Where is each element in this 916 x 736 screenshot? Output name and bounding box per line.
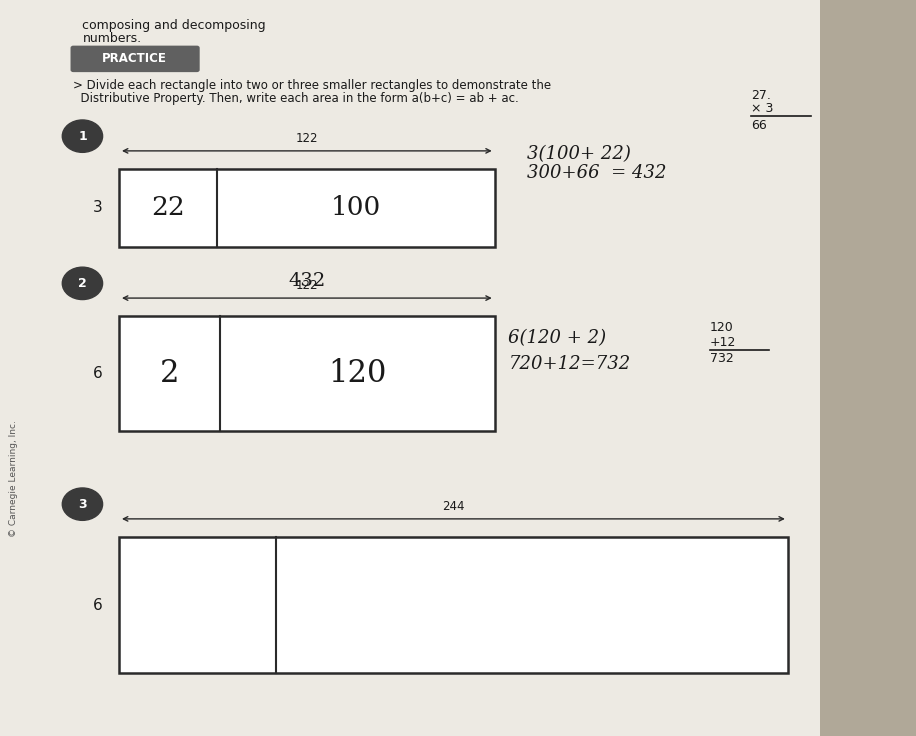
- Text: 720+12=732: 720+12=732: [508, 355, 630, 373]
- Text: 2: 2: [160, 358, 180, 389]
- Text: Distributive Property. Then, write each area in the form a(b+c) = ab + ac.: Distributive Property. Then, write each …: [73, 92, 519, 105]
- Text: composing and decomposing: composing and decomposing: [82, 19, 266, 32]
- FancyBboxPatch shape: [71, 46, 200, 72]
- Text: 66: 66: [751, 118, 767, 132]
- Text: 3: 3: [93, 200, 103, 216]
- Text: 3: 3: [78, 498, 87, 511]
- Bar: [0, 0, 820, 736]
- Bar: [119, 316, 495, 431]
- Circle shape: [62, 120, 103, 152]
- Text: 27.: 27.: [751, 89, 771, 102]
- Text: 122: 122: [296, 279, 318, 292]
- Text: 3(100+ 22): 3(100+ 22): [527, 146, 630, 163]
- Text: 6: 6: [93, 366, 103, 381]
- Text: × 3: × 3: [751, 102, 773, 116]
- Text: 732: 732: [710, 352, 734, 365]
- Text: numbers.: numbers.: [82, 32, 142, 45]
- Bar: [119, 537, 788, 673]
- Bar: [119, 169, 495, 247]
- Text: > Divide each rectangle into two or three smaller rectangles to demonstrate the: > Divide each rectangle into two or thre…: [73, 79, 551, 92]
- Text: © Carnegie Learning, Inc.: © Carnegie Learning, Inc.: [9, 420, 18, 537]
- Text: 120: 120: [710, 321, 734, 334]
- Text: PRACTICE: PRACTICE: [103, 52, 167, 65]
- Circle shape: [62, 267, 103, 300]
- Text: 100: 100: [331, 196, 381, 220]
- Text: 22: 22: [151, 196, 185, 220]
- Text: 300+66  = 432: 300+66 = 432: [527, 164, 666, 182]
- Text: 244: 244: [442, 500, 464, 513]
- Bar: [806, 0, 916, 736]
- Text: +12: +12: [710, 336, 736, 349]
- Text: 122: 122: [296, 132, 318, 145]
- Text: 120: 120: [328, 358, 387, 389]
- Text: 6: 6: [93, 598, 103, 613]
- Text: 432: 432: [289, 272, 325, 290]
- Circle shape: [62, 488, 103, 520]
- Text: 2: 2: [78, 277, 87, 290]
- Text: 6(120 + 2): 6(120 + 2): [508, 330, 606, 347]
- Text: 1: 1: [78, 130, 87, 143]
